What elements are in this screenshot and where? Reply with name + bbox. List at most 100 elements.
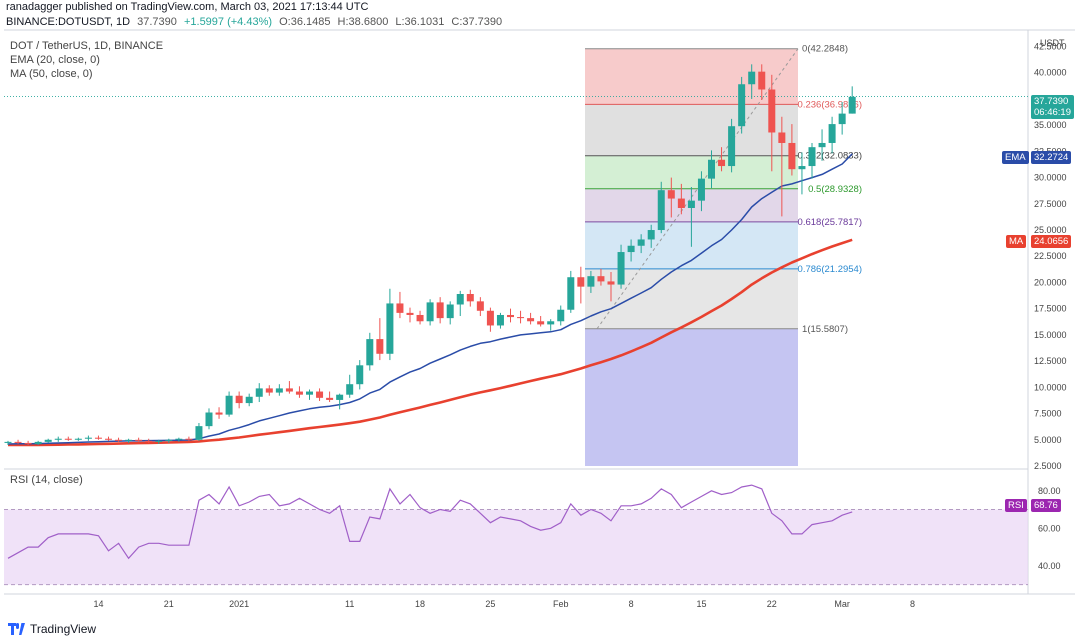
price-tick-label: 10.0000: [1034, 382, 1067, 392]
candle-body: [24, 442, 32, 444]
candle-body: [818, 142, 826, 148]
candle-body: [406, 312, 414, 315]
footer[interactable]: TradingView: [8, 622, 96, 636]
candle-body: [195, 426, 203, 440]
candle-body: [828, 124, 836, 143]
candle-body: [125, 439, 133, 441]
rsi-name-badge: RSI: [1005, 499, 1027, 512]
candle-body: [185, 438, 193, 440]
fib-label-0.618: 0.618(25.7817): [798, 217, 862, 228]
countdown-value: 06:46:19: [1034, 107, 1071, 118]
candle-body: [346, 384, 354, 395]
candle-body: [145, 440, 153, 442]
low-value: L:36.1031: [395, 16, 445, 28]
footer-brand: TradingView: [30, 622, 97, 636]
candle-body: [44, 439, 52, 442]
candle-body: [135, 439, 143, 441]
candle-body: [165, 439, 173, 441]
candle-body: [697, 178, 705, 201]
candle-body: [105, 438, 112, 440]
time-tick-label: 11: [345, 599, 354, 609]
candle-body: [155, 440, 163, 442]
fib-label-1: 1(15.5807): [802, 324, 848, 335]
fib-label-0.5: 0.5(28.9328): [808, 184, 862, 195]
candle-body: [446, 304, 454, 319]
ma-name-badge: MA: [1006, 235, 1027, 248]
candle-body: [245, 396, 253, 404]
candle-body: [316, 391, 324, 398]
candle-body: [94, 437, 102, 439]
candle-body: [34, 441, 42, 444]
time-tick-label: 21: [164, 599, 174, 609]
candle-body: [517, 317, 525, 319]
legend-title[interactable]: DOT / TetherUS, 1D, BINANCE: [10, 40, 164, 52]
candle-body: [677, 198, 685, 208]
open-value: O:36.1485: [279, 16, 331, 28]
candle-body: [356, 365, 364, 385]
candle-body: [436, 302, 444, 319]
candle-body: [718, 159, 726, 167]
candles-group: [4, 64, 856, 446]
time-tick-label: Feb: [553, 599, 569, 609]
rsi-tick-label: 60.00: [1038, 523, 1061, 533]
price-tick-label: 2.5000: [1034, 461, 1062, 471]
candle-body: [657, 190, 665, 231]
last-price: 37.7390: [137, 16, 177, 28]
legend-ema[interactable]: EMA (20, close, 0): [10, 54, 100, 66]
legend-ma[interactable]: MA (50, close, 0): [10, 68, 93, 80]
candle-body: [175, 438, 183, 440]
candle-body: [225, 395, 233, 415]
fib-zone-0: [585, 48, 798, 105]
price-tick-label: 17.5000: [1034, 304, 1067, 314]
tradingview-logo-icon: [8, 623, 26, 635]
time-tick-label: 8: [629, 599, 634, 609]
candle-body: [748, 71, 756, 85]
candle-body: [476, 301, 484, 311]
candle-body: [74, 438, 82, 440]
candle-body: [306, 391, 313, 395]
legend-rsi[interactable]: RSI (14, close): [10, 474, 83, 486]
candle-body: [64, 438, 72, 440]
fib-zone-0.236: [585, 104, 798, 156]
candle-body: [788, 142, 796, 170]
price-badge: 37.7390 06:46:19: [1031, 95, 1074, 119]
candle-body: [527, 318, 535, 322]
candle-body: [597, 276, 605, 282]
publish-line: ranadagger published on TradingView.com,…: [6, 1, 369, 13]
price-change: +1.5997 (+4.43%): [183, 16, 273, 28]
time-tick-label: 25: [485, 599, 495, 609]
rsi-tick-label: 40.00: [1038, 561, 1061, 571]
fib-zone-below-1: [585, 328, 798, 466]
fib-label-0: 0(42.2848): [802, 44, 848, 55]
fib-label-0.382: 0.382(32.0833): [798, 151, 862, 162]
high-value: H:38.6800: [337, 16, 389, 28]
price-tick-label: 35.0000: [1034, 120, 1067, 130]
price-tick-label: 40.0000: [1034, 68, 1067, 78]
candle-body: [838, 113, 846, 125]
currency-label: USDT: [1040, 38, 1065, 48]
candle-body: [426, 302, 434, 322]
candle-body: [808, 147, 816, 167]
candle-body: [728, 126, 736, 167]
candle-body: [587, 276, 595, 287]
candle-body: [235, 395, 243, 404]
candle-body: [758, 71, 766, 90]
candle-body: [537, 321, 545, 325]
price-tick-label: 22.5000: [1034, 251, 1067, 261]
candle-body: [778, 132, 786, 143]
candle-body: [115, 439, 123, 441]
candle-body: [547, 321, 555, 325]
candle-body: [708, 159, 715, 179]
fib-label-0.786: 0.786(21.2954): [798, 264, 862, 275]
candle-body: [255, 388, 263, 397]
candle-body: [768, 89, 776, 133]
rsi-tick-label: 80.00: [1038, 486, 1061, 496]
price-tick-label: 15.0000: [1034, 330, 1067, 340]
candle-body: [607, 281, 615, 285]
candle-body: [366, 339, 374, 366]
candle-body: [848, 96, 856, 114]
price-tick-label: 42.5000: [1034, 41, 1067, 51]
fib-zone-0.786: [585, 268, 798, 329]
time-tick-label: 14: [93, 599, 103, 609]
candle-body: [667, 190, 675, 199]
